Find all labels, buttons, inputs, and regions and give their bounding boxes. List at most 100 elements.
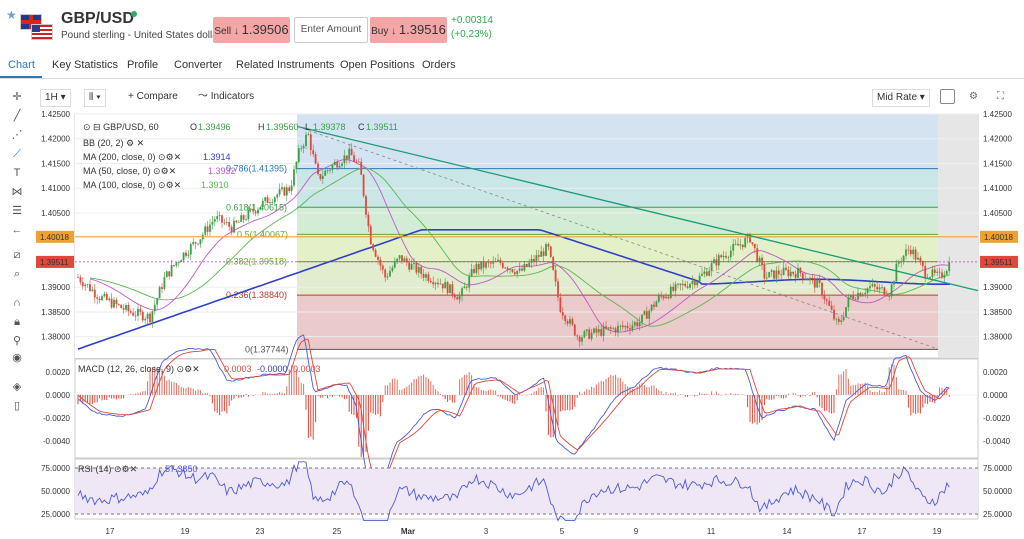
candle (122, 308, 125, 310)
tab-profile[interactable]: Profile (127, 59, 159, 71)
macd-histogram-bar (809, 395, 811, 397)
macd-histogram-bar (135, 393, 137, 395)
macd-histogram-bar (840, 374, 842, 395)
visibility-eye-icon[interactable]: ◉ (12, 352, 22, 364)
price-chart[interactable]: 0.786(1.41395) 0.618(1.40615) 0.5(1.40067)… (0, 108, 1024, 539)
indicators-button[interactable]: 〜 Indicators (198, 89, 254, 105)
macd-histogram-bar (295, 369, 297, 395)
candle (506, 267, 509, 270)
macd-histogram-bar (490, 389, 492, 395)
interval-select[interactable]: 1H ▾ (40, 89, 71, 107)
macd-histogram-bar (706, 393, 708, 395)
compare-button[interactable]: + Compare (128, 89, 178, 105)
macd-histogram-bar (754, 395, 756, 423)
macd-histogram-bar (353, 395, 355, 415)
candle (881, 287, 883, 289)
candle (883, 287, 886, 296)
macd-histogram-bar (516, 395, 518, 401)
favorite-star-icon[interactable]: ★ (6, 8, 17, 22)
fib-tool-icon[interactable]: ⟋ (13, 148, 21, 160)
lock-tool-icon[interactable]: 🔒︎ (14, 316, 20, 328)
candle (936, 271, 939, 273)
macd-histogram-bar (622, 381, 624, 395)
macd-axis-tick-left: 0.0020 (46, 368, 71, 377)
candle (657, 295, 660, 302)
macd-histogram-bar (495, 390, 497, 395)
current-price-text: 1.39511 (984, 258, 1013, 267)
date-axis-tick: 23 (256, 527, 265, 536)
macd-histogram-bar (862, 383, 864, 395)
candle (535, 255, 538, 262)
layers-icon[interactable]: ◈ (12, 381, 22, 393)
candle (350, 148, 353, 156)
macd-histogram-bar (533, 391, 535, 395)
candle (197, 243, 199, 245)
candle (264, 197, 267, 201)
buy-button[interactable]: Buy ↓ 1.39516 (370, 17, 447, 43)
pitchfork-tool-icon[interactable]: ⋰ (11, 129, 23, 141)
macd-histogram-bar (427, 378, 429, 395)
text-tool-icon[interactable]: T (13, 167, 21, 179)
macd-histogram-bar (648, 387, 650, 395)
line-tool-icon[interactable]: ╱ (13, 110, 21, 122)
legend-ohlc-value: 1.39496 (198, 122, 231, 132)
amount-input[interactable]: Enter Amount (294, 17, 368, 43)
candle (333, 161, 336, 165)
arrow-back-icon[interactable]: ← (11, 224, 23, 236)
tab-open-positions[interactable]: Open Positions (340, 59, 415, 71)
lock-drawings-icon[interactable]: ⚲ (12, 335, 22, 347)
candle (828, 300, 831, 306)
candle (120, 304, 123, 309)
macd-histogram-bar (747, 395, 749, 408)
macd-histogram-bar (579, 391, 581, 395)
measure-tool-icon[interactable]: ☰ (12, 205, 22, 217)
candle (353, 155, 355, 162)
zoom-tool-icon[interactable]: ⌕ (13, 268, 21, 280)
tab-chart[interactable]: Chart (8, 59, 35, 71)
macd-histogram-bar (168, 379, 170, 395)
candle (485, 262, 487, 268)
macd-histogram-bar (595, 384, 597, 395)
candle (689, 283, 691, 288)
macd-histogram-bar (917, 395, 919, 413)
macd-histogram-bar (243, 395, 245, 397)
macd-histogram-bar (881, 392, 883, 395)
macd-histogram-bar (859, 383, 861, 395)
macd-axis-tick: -0.0040 (983, 437, 1011, 446)
candle (420, 267, 423, 274)
candle (216, 216, 219, 220)
expand-icon[interactable]: ⛶ (997, 91, 1004, 102)
ruler-tool-icon[interactable]: ⧄ (13, 249, 21, 261)
macd-histogram-bar (379, 395, 381, 417)
settings-gear-icon[interactable]: ⚙ (969, 91, 978, 102)
candle (331, 164, 334, 170)
candle (933, 269, 936, 273)
magnet-tool-icon[interactable]: ∩ (13, 297, 21, 309)
macd-histogram-bar (763, 395, 765, 406)
macd-histogram-bar (919, 395, 921, 414)
macd-histogram-bar (312, 395, 314, 440)
tab-related-instruments[interactable]: Related Instruments (236, 59, 335, 71)
sell-button[interactable]: Sell ↓ 1.39506 (213, 17, 290, 43)
macd-histogram-bar (216, 395, 218, 413)
crosshair-tool-icon[interactable]: ✛ (12, 91, 22, 103)
candle (144, 318, 147, 321)
macd-histogram-bar (943, 388, 945, 395)
macd-histogram-bar (775, 395, 777, 396)
date-axis-tick: 17 (106, 527, 115, 536)
rate-select[interactable]: Mid Rate ▾ (872, 89, 930, 107)
tab-converter[interactable]: Converter (174, 59, 223, 71)
macd-histogram-bar (672, 393, 674, 395)
macd-histogram-bar (631, 388, 633, 395)
trash-icon[interactable]: ▯ (13, 400, 21, 412)
fullscreen-toggle[interactable] (940, 89, 955, 104)
candle (403, 258, 406, 262)
macd-histogram-bar (751, 395, 753, 424)
macd-histogram-bar (735, 393, 737, 395)
pattern-tool-icon[interactable]: ⋈ (11, 186, 23, 198)
chart-type-select[interactable]: ⫴ ▾ (84, 89, 106, 107)
tab-orders[interactable]: Orders (422, 59, 456, 71)
tab-key-statistics[interactable]: Key Statistics (52, 59, 119, 71)
candle (425, 274, 427, 278)
candle (468, 276, 471, 288)
